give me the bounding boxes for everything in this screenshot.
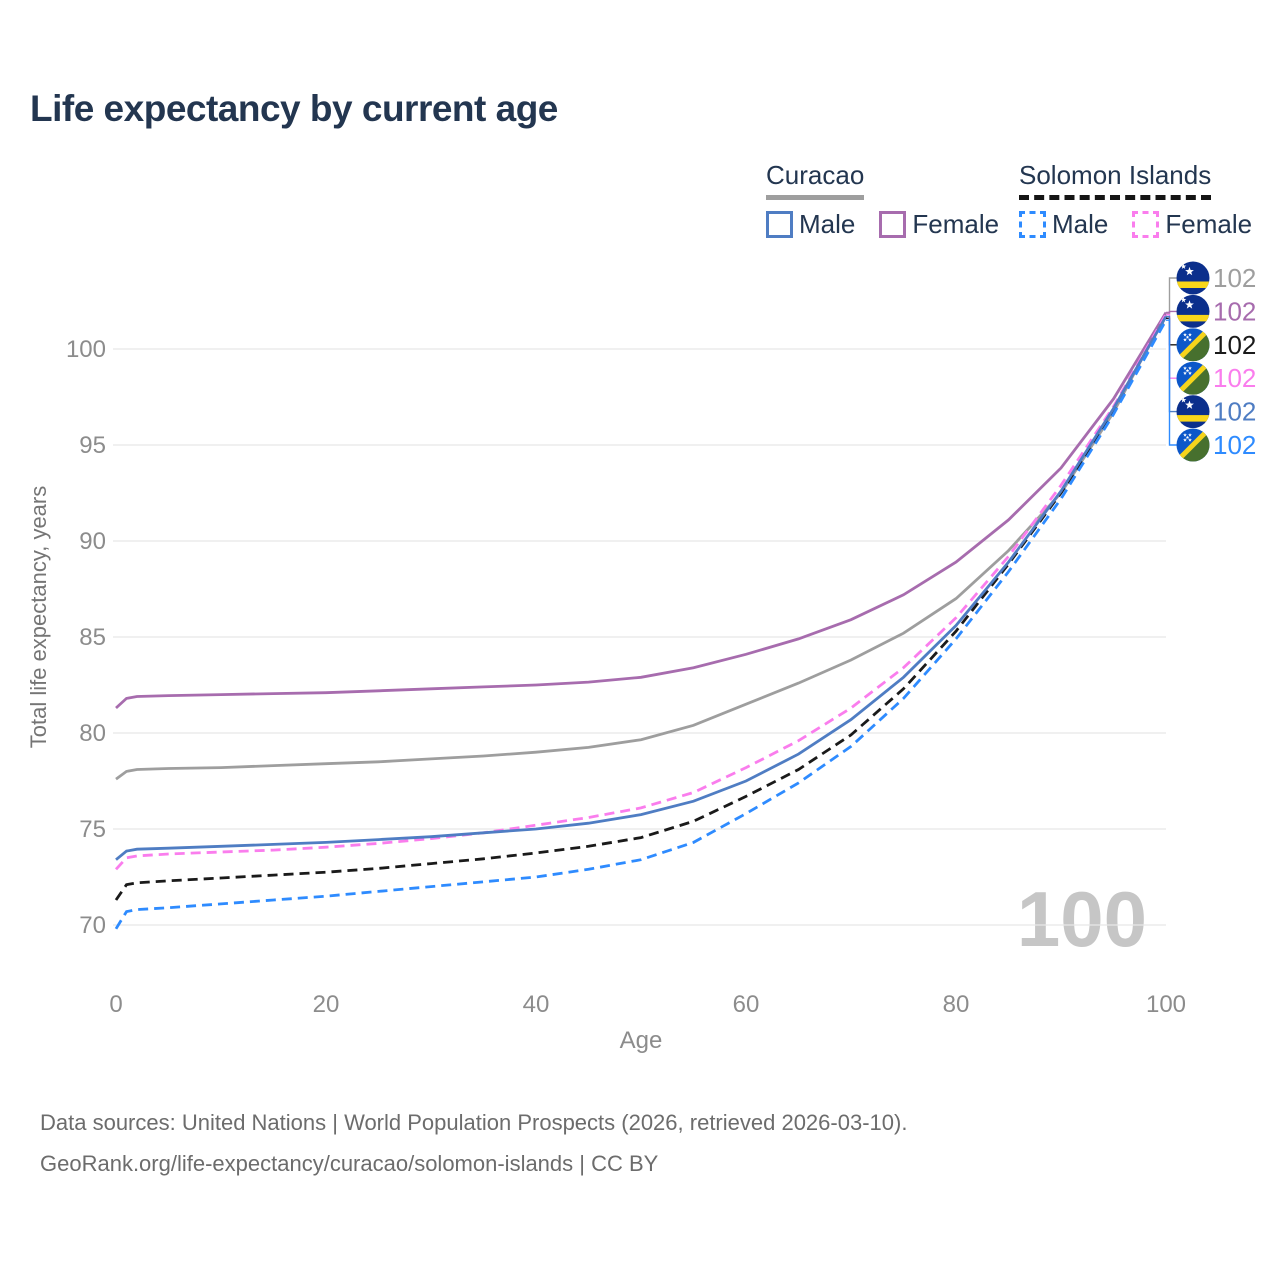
solomon-male-swatch-icon (1019, 211, 1046, 238)
connector-solomon-total (1166, 317, 1177, 346)
legend-group-solomon-islands: Solomon Islands Male Female (1019, 160, 1252, 240)
series-line-solomon-female[interactable] (114, 313, 1168, 871)
end-label-curacao-female[interactable]: 102 (1213, 296, 1256, 326)
flag-icon-curacao (1176, 395, 1210, 429)
end-label-solomon-total[interactable]: 102 (1213, 330, 1256, 360)
series-line-curacao-female[interactable] (115, 311, 1168, 710)
connector-solomon-male (1166, 319, 1177, 446)
legend-item-curacao-female[interactable]: Female (879, 209, 999, 240)
connector-curacao-female (1166, 310, 1177, 314)
flag-icon-curacao (1176, 261, 1210, 295)
x-tick-label: 60 (733, 991, 760, 1018)
x-tick-label: 100 (1146, 991, 1186, 1018)
legend-header-curacao[interactable]: Curacao (766, 160, 865, 200)
y-tick-label: 95 (79, 432, 106, 459)
legend-item-label: Female (1165, 209, 1253, 239)
y-tick-label: 90 (79, 528, 106, 555)
y-tick-label: 100 (66, 336, 106, 363)
y-tick-label: 75 (79, 816, 106, 843)
legend-row-curacao: Male Female (766, 209, 999, 240)
end-label-curacao-male[interactable]: 102 (1213, 397, 1256, 427)
footer: Data sources: United Nations | World Pop… (40, 1102, 907, 1184)
y-axis-title: Total life expectancy, years (26, 486, 51, 749)
legend-group-curacao: Curacao Male Female (766, 160, 999, 240)
line-chart: 100 70 75 80 85 90 95 100 0 20 40 60 80 100 Age Total l… (26, 261, 1256, 1054)
page-title: Life expectancy by current age (30, 88, 558, 129)
series-line-curacao-male[interactable] (115, 315, 1168, 861)
connector-curacao-male (1166, 315, 1177, 413)
series-line-curacao-total[interactable] (115, 312, 1168, 781)
flag-icon-solomon (1176, 428, 1210, 462)
legend-item-curacao-male[interactable]: Male (766, 209, 855, 240)
legend-item-label: Female (912, 209, 1000, 239)
connector-solomon-female (1166, 313, 1177, 379)
data-sources-text: Data sources: United Nations | World Pop… (40, 1110, 908, 1135)
x-axis-title: Age (620, 1027, 663, 1054)
curacao-female-swatch-icon (879, 211, 907, 238)
connector-curacao-total (1166, 277, 1177, 315)
legend-item-solomon-female[interactable]: Female (1132, 209, 1252, 240)
legend-item-label: Male (1052, 209, 1109, 239)
watermark-text: 100 (1017, 875, 1147, 963)
flag-icon-solomon (1176, 361, 1210, 395)
end-label-solomon-female[interactable]: 102 (1213, 363, 1256, 393)
attribution-url-text: GeoRank.org/life-expectancy/curacao/solo… (40, 1151, 659, 1176)
end-label-solomon-male[interactable]: 102 (1213, 430, 1256, 460)
end-label-curacao-total[interactable]: 102 (1213, 263, 1256, 293)
legend-item-label: Male (799, 209, 856, 239)
x-tick-label: 40 (523, 991, 550, 1018)
x-tick-label: 20 (313, 991, 340, 1018)
flag-icon-curacao (1176, 294, 1210, 328)
series-line-solomon-total[interactable] (114, 317, 1168, 901)
solomon-female-swatch-icon (1132, 211, 1160, 238)
legend-item-solomon-male[interactable]: Male (1019, 209, 1108, 240)
y-tick-label: 85 (79, 624, 106, 651)
x-tick-label: 0 (109, 991, 122, 1018)
y-tick-label: 80 (79, 720, 106, 747)
y-tick-label: 70 (79, 912, 106, 939)
flag-icon-solomon (1176, 328, 1210, 362)
legend-row-solomon-islands: Male Female (1019, 209, 1252, 240)
legend-header-solomon-islands[interactable]: Solomon Islands (1019, 160, 1212, 200)
curacao-male-swatch-icon (766, 211, 793, 238)
series-line-solomon-male[interactable] (114, 319, 1168, 930)
x-tick-label: 80 (943, 991, 970, 1018)
